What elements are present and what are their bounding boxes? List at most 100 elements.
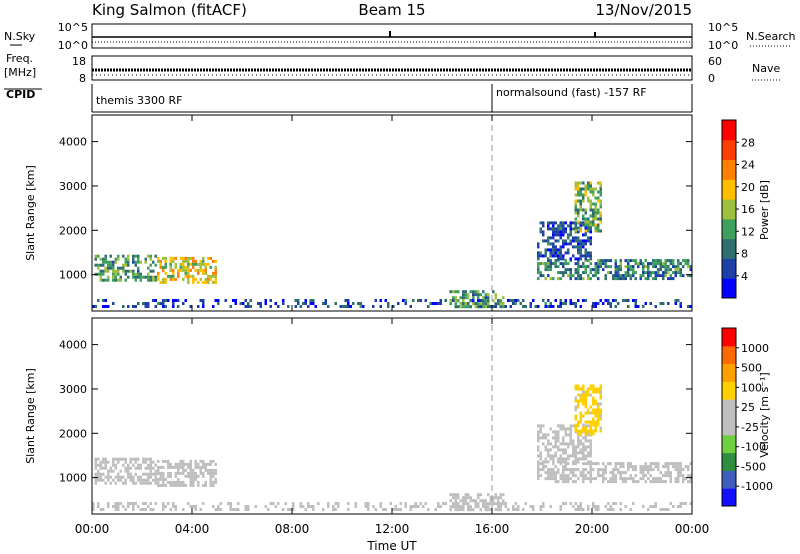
echo-cell — [564, 239, 567, 243]
echo-cell — [557, 251, 560, 255]
echo-cell — [562, 442, 565, 446]
echo-cell — [667, 277, 670, 281]
echo-cell — [559, 462, 562, 466]
echo-cell — [157, 480, 160, 484]
echo-cell — [677, 465, 680, 469]
x-tick-label: 12:00 — [375, 522, 410, 536]
echo-cell — [569, 439, 572, 443]
echo-cell — [487, 305, 490, 308]
echo-cell — [539, 427, 542, 431]
echo-cell — [594, 399, 597, 403]
echo-cell — [107, 275, 110, 279]
echo-cell — [124, 481, 127, 485]
echo-cell — [564, 221, 567, 225]
echo-cell — [174, 474, 177, 478]
echo-cell — [217, 505, 220, 508]
echo-cell — [537, 468, 540, 472]
echo-cell — [587, 454, 590, 458]
echo-cell — [627, 465, 630, 469]
echo-cell — [214, 468, 217, 472]
echo-cell — [134, 263, 137, 267]
echo-cell — [547, 259, 550, 263]
echo-cell — [259, 302, 262, 305]
echo-cell — [444, 299, 447, 302]
echo-cell — [559, 305, 562, 308]
echo-cell — [587, 508, 590, 511]
echo-cell — [554, 227, 557, 231]
echo-cell — [177, 465, 180, 469]
echo-cell — [582, 508, 585, 511]
echo-cell — [609, 265, 612, 269]
echo-cell — [94, 466, 97, 470]
echo-cell — [574, 239, 577, 243]
echo-cell — [584, 220, 587, 224]
echo-cell — [549, 277, 552, 281]
echo-cell — [569, 242, 572, 246]
echo-cell — [559, 448, 562, 452]
echo-cell — [177, 471, 180, 475]
echo-cell — [169, 262, 172, 266]
echo-cell — [464, 499, 467, 503]
echo-cell — [582, 384, 585, 388]
echo-cell — [127, 305, 130, 308]
echo-cell — [379, 299, 382, 302]
echo-cell — [577, 460, 580, 464]
echo-cell — [552, 474, 555, 478]
echo-cell — [462, 499, 465, 503]
echo-cell — [677, 468, 680, 472]
echo-cell — [544, 268, 547, 272]
echo-cell — [674, 299, 677, 302]
echo-cell — [297, 302, 300, 305]
echo-cell — [637, 305, 640, 308]
echo-cell — [212, 305, 215, 308]
echo-cell — [179, 465, 182, 469]
echo-cell — [567, 274, 570, 278]
echo-cell — [174, 505, 177, 508]
echo-cell — [664, 274, 667, 278]
echo-cell — [559, 257, 562, 261]
echo-cell — [652, 477, 655, 481]
echo-cell — [577, 190, 580, 194]
echo-cell — [409, 508, 412, 511]
echo-cell — [652, 468, 655, 472]
echo-cell — [562, 245, 565, 249]
echo-cell — [452, 290, 455, 294]
echo-cell — [604, 471, 607, 475]
echo-cell — [157, 259, 160, 263]
echo-cell — [614, 259, 617, 263]
echo-cell — [577, 399, 580, 403]
echo-cell — [119, 275, 122, 279]
echo-cell — [647, 277, 650, 281]
echo-cell — [102, 272, 105, 276]
echo-cell — [167, 299, 170, 302]
echo-cell — [452, 496, 455, 500]
echo-cell — [644, 468, 647, 472]
echo-cell — [484, 505, 487, 509]
echo-cell — [577, 468, 580, 472]
echo-cell — [567, 477, 570, 481]
echo-cell — [547, 224, 550, 228]
echo-cell — [557, 433, 560, 437]
echo-cell — [562, 239, 565, 243]
echo-cell — [132, 481, 135, 485]
echo-cell — [599, 181, 602, 185]
colorbar-tick-label: 500 — [741, 362, 762, 375]
echo-cell — [197, 480, 200, 484]
echo-cell — [559, 442, 562, 446]
echo-cell — [587, 223, 590, 227]
echo-cell — [564, 462, 567, 466]
echo-cell — [439, 299, 442, 302]
echo-cell — [112, 260, 115, 264]
echo-cell — [159, 280, 162, 284]
echo-cell — [664, 474, 667, 478]
echo-cell — [577, 199, 580, 203]
echo-cell — [567, 474, 570, 478]
echo-cell — [599, 426, 602, 430]
echo-cell — [679, 471, 682, 475]
echo-cell — [597, 508, 600, 511]
echo-cell — [592, 432, 595, 436]
echo-cell — [97, 463, 100, 467]
echo-cell — [629, 259, 632, 263]
echo-cell — [114, 502, 117, 505]
echo-cell — [557, 460, 560, 464]
